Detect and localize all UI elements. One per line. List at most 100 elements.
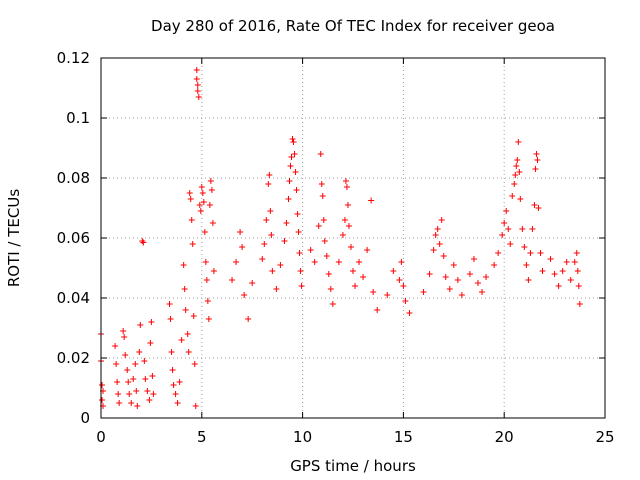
data-point [259, 256, 266, 262]
data-point [115, 391, 122, 397]
data-point [142, 376, 149, 382]
data-point [436, 241, 443, 247]
data-point [176, 379, 183, 385]
data-point [483, 274, 490, 280]
chart-title: Day 280 of 2016, Rate Of TEC Index for r… [151, 17, 555, 35]
data-point [178, 337, 185, 343]
data-point [454, 277, 461, 283]
data-point [198, 184, 205, 190]
data-point [114, 379, 121, 385]
data-point [192, 403, 199, 409]
data-point [283, 220, 290, 226]
data-point [374, 307, 381, 313]
x-tick-label: 10 [293, 428, 312, 446]
data-point [432, 232, 439, 238]
data-point [350, 268, 356, 274]
data-point [286, 178, 293, 184]
data-point [180, 262, 187, 268]
data-point [139, 238, 146, 244]
data-point [124, 367, 131, 373]
data-point [194, 82, 201, 88]
data-point [166, 301, 173, 307]
y-axis-label: ROTI / TECUs [5, 189, 23, 287]
data-point [563, 259, 570, 265]
data-point [514, 157, 521, 163]
data-point [125, 379, 132, 385]
data-point [133, 388, 140, 394]
data-point [137, 322, 144, 328]
data-point [200, 199, 207, 205]
data-point [574, 268, 581, 274]
data-point [396, 277, 403, 283]
data-point [329, 301, 336, 307]
data-point [527, 250, 534, 256]
data-point [529, 226, 536, 232]
data-point [237, 229, 244, 235]
data-point [516, 169, 523, 175]
data-point [384, 292, 391, 298]
data-point [555, 283, 562, 289]
data-point [184, 331, 191, 337]
data-point [241, 292, 248, 298]
data-point [576, 301, 583, 307]
data-point [360, 274, 367, 280]
data-point [547, 256, 554, 262]
data-point [551, 271, 558, 277]
data-point [268, 232, 275, 238]
data-point [515, 139, 522, 145]
data-point [426, 271, 433, 277]
data-point [501, 220, 508, 226]
data-point [140, 239, 147, 246]
data-point [289, 136, 296, 142]
data-point [420, 289, 427, 295]
data-point [266, 172, 273, 178]
data-point [182, 307, 189, 313]
data-point [533, 151, 540, 157]
data-point [113, 361, 120, 367]
data-point [532, 166, 539, 172]
data-point [148, 319, 155, 325]
data-point [321, 238, 328, 244]
data-point [368, 197, 375, 204]
x-axis-label: GPS time / hours [290, 457, 416, 475]
data-point [269, 268, 276, 274]
data-point [263, 217, 270, 223]
data-point [202, 259, 209, 265]
data-point [307, 247, 314, 253]
data-point [343, 184, 350, 190]
data-point [187, 196, 194, 202]
data-point [575, 283, 582, 289]
data-point [167, 316, 174, 322]
y-tick-label: 0.02 [57, 349, 90, 367]
data-point [523, 262, 530, 268]
data-point [296, 250, 303, 256]
data-point [174, 400, 181, 406]
data-point [398, 259, 405, 265]
grid-lines [101, 58, 605, 418]
data-point [134, 403, 141, 409]
data-point [229, 277, 236, 283]
data-point [390, 268, 397, 274]
data-point [186, 190, 193, 196]
data-point [315, 223, 322, 229]
data-point [207, 178, 214, 184]
data-point [344, 202, 351, 208]
data-point [193, 76, 200, 82]
data-point [201, 229, 208, 235]
data-point [295, 229, 302, 235]
data-point [210, 268, 217, 274]
data-point [208, 187, 215, 193]
data-point [239, 244, 246, 250]
data-point [339, 232, 346, 238]
data-point [150, 391, 157, 397]
data-point [288, 154, 295, 160]
data-point [267, 208, 274, 214]
data-point [206, 202, 213, 208]
data-point [136, 349, 143, 355]
data-point [130, 376, 137, 382]
data-point [116, 400, 123, 406]
data-point [400, 283, 407, 289]
data-point [132, 361, 139, 367]
data-point [245, 316, 252, 322]
